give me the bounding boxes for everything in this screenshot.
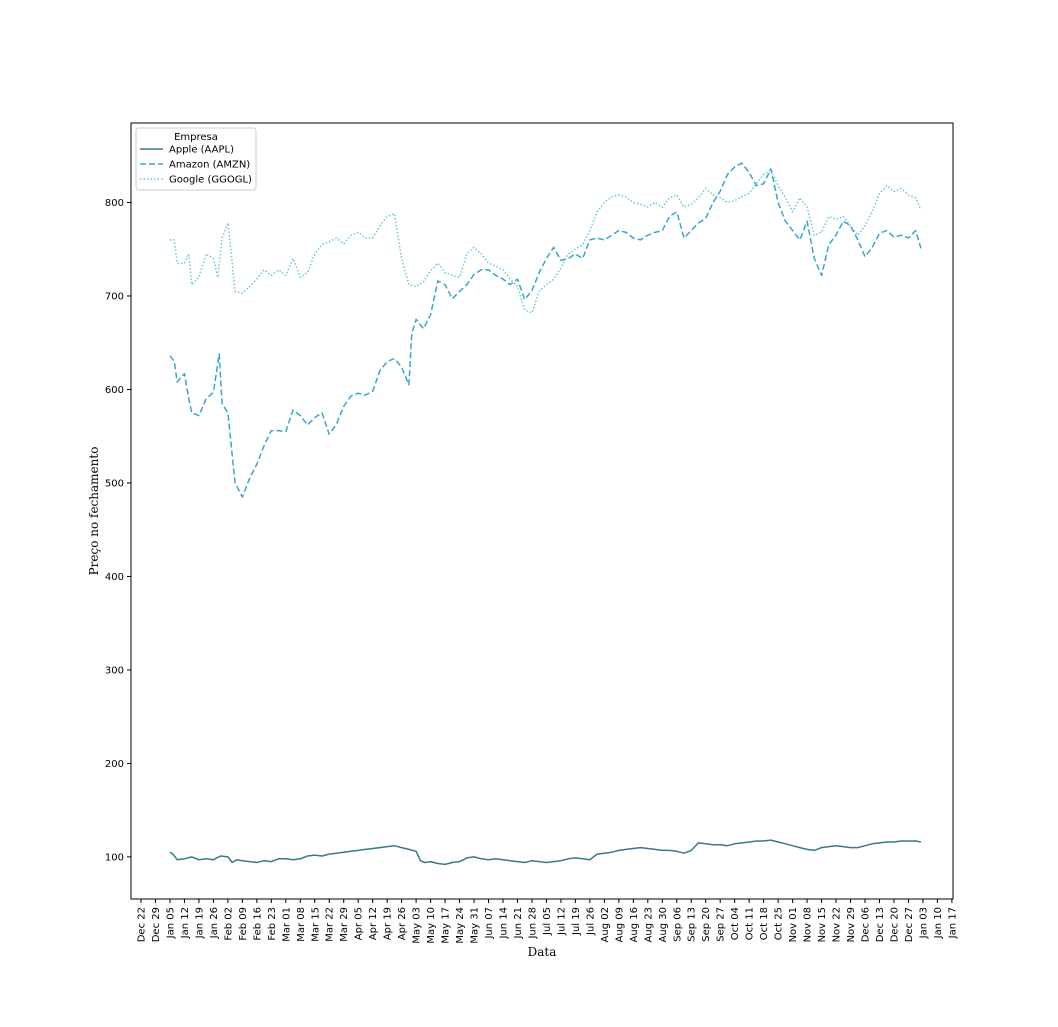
legend-label-0: Apple (AAPL) [169,145,234,156]
x-tick-label: Jan 05 [165,907,176,939]
x-tick-label: Jun 07 [484,907,495,940]
x-tick-label: Jul 05 [542,907,553,936]
x-tick-label: Feb 09 [238,907,249,941]
x-tick-label: Dec 22 [137,907,148,942]
x-tick-label: Mar 01 [281,907,292,942]
x-tick-label: May 31 [470,907,481,944]
y-tick-label: 500 [105,478,124,489]
x-tick-label: Nov 22 [832,907,843,942]
x-tick-label: Jun 28 [527,907,538,940]
x-tick-label: May 24 [455,907,466,944]
y-tick-label: 100 [105,852,124,863]
x-tick-label: Oct 18 [759,907,770,940]
x-tick-label: Sep 13 [687,907,698,942]
x-tick-label: Aug 30 [658,907,669,942]
x-tick-label: Dec 06 [861,907,872,942]
x-tick-label: Feb 16 [252,907,263,941]
x-tick-label: Feb 02 [223,907,234,941]
x-tick-label: Jul 26 [585,907,596,936]
x-axis: Dec 22 Dec 29 Jan 05 Jan 12 Jan 19 Jan 26 Feb … [137,899,958,944]
y-tick-label: 700 [105,291,124,302]
x-tick-label: Aug 09 [614,907,625,942]
x-tick-label: Nov 08 [803,907,814,942]
x-tick-label: Aug 16 [629,907,640,942]
x-tick-label: Sep 20 [701,907,712,942]
x-tick-label: Dec 13 [875,907,886,942]
legend-box [135,127,257,191]
x-tick-label: Sep 27 [716,907,727,942]
x-tick-label: Jan 10 [933,907,944,939]
x-tick-label: Jan 19 [194,907,205,939]
y-axis: 100 200 300 400 500 600 700 800 [105,198,131,863]
x-tick-label: Mar 22 [325,907,336,942]
x-tick-label: Dec 27 [904,907,915,942]
y-axis-title: Preço no fechamento [87,447,101,576]
x-tick-label: Jan 17 [947,907,958,939]
y-tick-label: 300 [105,665,124,676]
x-tick-label: Apr 12 [368,907,379,940]
x-axis-title: Data [528,945,557,959]
y-tick-label: 600 [105,385,124,396]
x-tick-label: May 10 [426,907,437,944]
x-tick-label: Oct 11 [745,907,756,940]
x-tick-label: Aug 23 [643,907,654,942]
x-tick-label: Apr 26 [397,907,408,940]
x-tick-label: Aug 02 [600,907,611,942]
legend-title: Empresa [174,132,218,143]
x-tick-label: Mar 15 [310,907,321,942]
legend-label-2: Google (GGOGL) [169,175,252,186]
x-tick-label: Jan 12 [180,907,191,939]
x-tick-label: Mar 08 [296,907,307,942]
legend: Empresa Apple (AAPL) Amazon (AMZN) Google … [135,127,257,191]
y-tick-label: 800 [105,198,124,209]
x-tick-label: Mar 29 [339,907,350,942]
x-tick-label: Oct 04 [730,907,741,940]
x-tick-label: Jul 19 [571,907,582,936]
x-tick-label: Dec 29 [151,907,162,942]
x-tick-label: Apr 05 [354,907,365,940]
y-tick-label: 400 [105,572,124,583]
x-tick-label: Sep 06 [672,907,683,942]
series-line-0 [169,839,922,866]
x-tick-label: May 03 [412,907,423,944]
x-tick-label: Apr 19 [383,907,394,940]
legend-label-1: Amazon (AMZN) [169,160,250,171]
series-layer [169,162,922,866]
x-tick-label: Jun 21 [513,907,524,940]
series-line-1 [169,162,922,498]
x-tick-label: Jun 14 [499,907,510,940]
legend-entries: Apple (AAPL) Amazon (AMZN) Google (GGOGL) [140,145,252,186]
plot-area [130,122,954,900]
x-tick-label: Feb 23 [267,907,278,941]
x-tick-label: May 17 [441,907,452,944]
x-tick-label: Nov 01 [788,907,799,942]
x-tick-label: Nov 29 [846,907,857,942]
series-line-2 [170,168,922,314]
x-tick-label: Nov 15 [817,907,828,942]
x-tick-label: Jul 12 [556,907,567,936]
x-tick-label: Jan 03 [918,907,929,939]
x-tick-label: Jan 26 [209,907,220,939]
x-tick-label: Dec 20 [889,907,900,942]
x-tick-label: Oct 25 [774,907,785,940]
y-tick-label: 200 [105,759,124,770]
